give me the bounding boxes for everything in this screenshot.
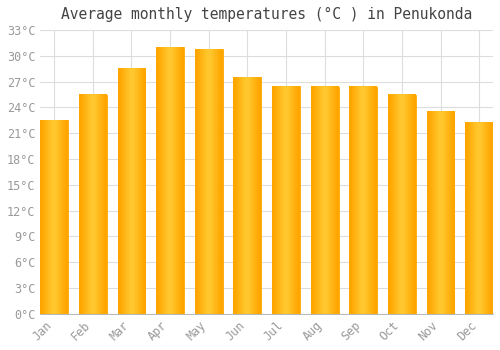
Bar bbox=[195, 49, 222, 314]
Bar bbox=[79, 94, 107, 314]
Bar bbox=[350, 87, 377, 314]
Bar bbox=[234, 77, 262, 314]
Bar bbox=[156, 47, 184, 314]
Bar bbox=[118, 69, 146, 314]
Bar bbox=[426, 112, 454, 314]
Bar bbox=[40, 120, 68, 314]
Bar bbox=[388, 94, 416, 314]
Bar bbox=[465, 122, 493, 314]
Title: Average monthly temperatures (°C ) in Penukonda: Average monthly temperatures (°C ) in Pe… bbox=[61, 7, 472, 22]
Bar bbox=[272, 86, 300, 314]
Bar bbox=[310, 87, 338, 314]
